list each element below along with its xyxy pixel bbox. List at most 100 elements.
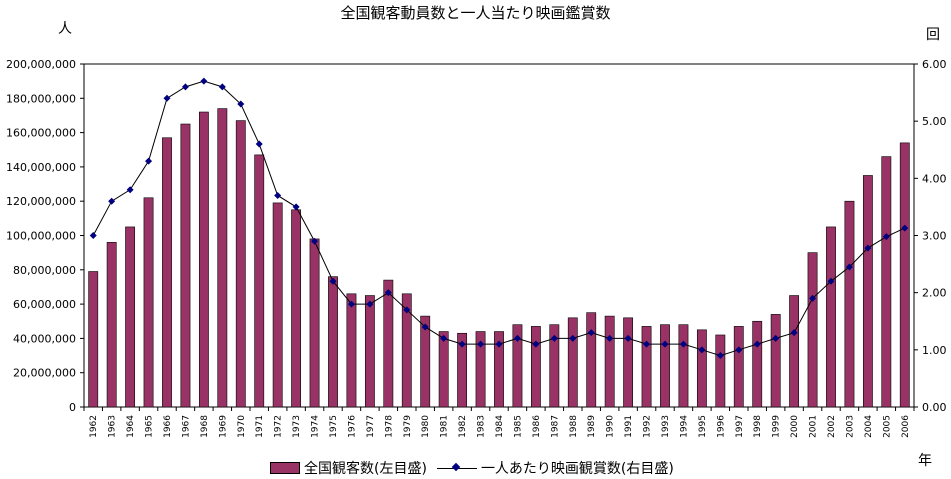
line-point (735, 346, 743, 354)
x-axis-tick-label: 1966 (163, 415, 173, 438)
left-axis-tick-label: 140,000,000 (6, 161, 76, 174)
bar (789, 295, 800, 408)
x-axis-tick-label: 1979 (403, 415, 413, 438)
x-axis-tick-label: 1975 (329, 415, 339, 438)
x-axis-tick-label: 2006 (901, 415, 911, 438)
bar (180, 123, 191, 408)
x-axis-tick-label: 1971 (255, 415, 265, 438)
x-axis-tick-label: 1988 (569, 415, 579, 438)
bar (660, 324, 670, 408)
x-axis-tick-label: 1978 (384, 415, 394, 438)
x-axis-tick-label: 1994 (679, 415, 689, 438)
left-axis-tick-label: 120,000,000 (6, 195, 76, 208)
line-point (901, 224, 909, 232)
right-axis-tick-label: 0.00 (922, 401, 947, 414)
bar (88, 271, 99, 408)
x-axis-tick-label: 1992 (643, 415, 653, 438)
line-point (569, 334, 577, 342)
x-axis-tick-label: 2002 (827, 415, 837, 438)
left-axis-tick-label: 200,000,000 (6, 58, 76, 71)
line-point (458, 340, 466, 348)
line-point (421, 323, 429, 331)
x-axis-tick-label: 1995 (698, 415, 708, 438)
bar (549, 324, 560, 408)
legend-bar-swatch (270, 462, 300, 474)
bar (401, 293, 412, 408)
bar (125, 226, 136, 408)
line-point (864, 244, 872, 252)
right-axis-tick-label: 1.00 (922, 344, 947, 357)
line-point (790, 329, 798, 337)
bar (420, 315, 431, 408)
x-axis-tick-label: 1962 (89, 415, 99, 438)
x-axis-unit: 年 (918, 453, 932, 469)
bar (143, 197, 154, 408)
line-point (772, 334, 780, 342)
line-point (403, 306, 411, 314)
right-axis-tick-label: 2.00 (922, 287, 947, 300)
x-axis-tick-label: 1964 (126, 415, 136, 438)
bar (328, 276, 338, 408)
left-axis-tick-label: 160,000,000 (6, 127, 76, 140)
bar (752, 320, 763, 408)
line-point (145, 157, 153, 165)
x-axis-tick-label: 2003 (845, 415, 855, 438)
left-axis-tick-label: 80,000,000 (13, 264, 76, 277)
left-axis-tick-label: 60,000,000 (13, 298, 76, 311)
x-axis-tick-label: 1986 (532, 415, 542, 438)
bar (309, 238, 320, 408)
x-axis-tick-label: 1991 (624, 415, 634, 438)
line-point (181, 83, 189, 91)
bar (438, 331, 449, 408)
left-axis-tick-label: 180,000,000 (6, 92, 76, 105)
right-axis-unit: 回 (926, 27, 940, 43)
bar (254, 154, 265, 408)
x-axis-tick-label: 1980 (421, 415, 431, 438)
bar (586, 312, 597, 408)
line-point (477, 340, 485, 348)
bar (678, 324, 689, 408)
bar (512, 324, 523, 408)
line-point (495, 340, 503, 348)
x-axis-tick-label: 1984 (495, 415, 505, 438)
x-axis-tick-label: 1983 (477, 415, 487, 438)
bar (696, 329, 707, 408)
bar (826, 226, 836, 408)
bar (807, 252, 818, 408)
x-axis-tick-label: 1973 (292, 415, 302, 438)
legend-bar-label: 全国観客数(左目盛) (304, 461, 427, 477)
x-axis-tick-label: 1968 (200, 415, 210, 438)
line-point (643, 340, 651, 348)
bar (346, 293, 357, 408)
right-axis-tick-label: 4.00 (922, 172, 947, 185)
left-axis-tick-label: 40,000,000 (13, 332, 76, 345)
bar (641, 326, 652, 408)
x-axis-tick-label: 1970 (237, 415, 247, 438)
bar (291, 209, 302, 408)
x-axis-tick-label: 2004 (864, 415, 874, 438)
x-axis-tick-label: 1998 (753, 415, 763, 438)
line-point (200, 77, 208, 85)
line-point (255, 140, 263, 148)
x-axis-tick-label: 1972 (274, 415, 284, 438)
line-point (827, 277, 835, 285)
x-axis-tick-label: 1987 (550, 415, 560, 438)
line-point (89, 232, 97, 239)
x-axis-tick-label: 1999 (772, 415, 782, 438)
chart-title: 全国観客動員数と一人当たり映画鑑賞数 (340, 4, 611, 22)
bar (770, 314, 781, 408)
line-point (845, 263, 853, 271)
legend: 全国観客数(左目盛) 一人あたり映画観賞数(右目盛) (270, 458, 674, 478)
x-axis-tick-label: 1974 (311, 415, 321, 438)
bar (881, 156, 892, 408)
x-axis-tick-label: 1985 (513, 415, 523, 438)
bar (494, 331, 504, 408)
x-axis-tick-label: 1967 (181, 415, 191, 438)
line-point (329, 277, 337, 285)
x-axis-tick-label: 1982 (458, 415, 468, 438)
line-point (384, 289, 392, 297)
x-axis-tick-label: 1965 (145, 415, 155, 438)
legend-line-swatch (436, 462, 477, 473)
line-point (237, 100, 245, 108)
bar (475, 331, 486, 408)
